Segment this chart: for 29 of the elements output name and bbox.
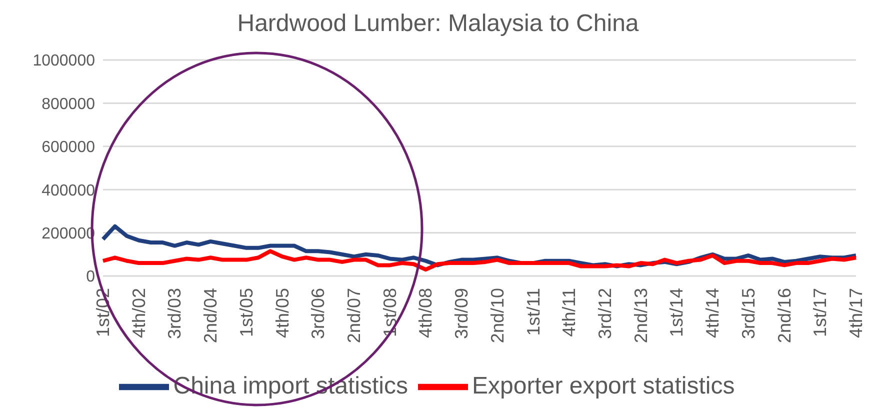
x-tick-label: 1st/08 — [380, 288, 400, 338]
x-tick-label: 1st/05 — [236, 288, 256, 338]
chart-title: Hardwood Lumber: Malaysia to China — [236, 10, 640, 38]
x-tick-label: 3rd/12 — [595, 288, 615, 340]
legend-label: Exporter export statistics — [472, 372, 735, 400]
x-tick-label: 4th/14 — [702, 288, 723, 338]
x-tick-label: 2nd/10 — [487, 288, 508, 344]
x-tick-label: 4th/08 — [416, 288, 436, 338]
y-tick-label: 400000 — [42, 182, 96, 200]
x-tick-label: 2nd/13 — [630, 288, 651, 344]
x-tick-label: 4th/17 — [846, 288, 866, 338]
x-tick-label: 2nd/07 — [344, 288, 364, 344]
x-tick-label: 3rd/09 — [452, 288, 472, 340]
x-tick-label: 3rd/03 — [164, 288, 185, 340]
x-tick-label: 3rd/15 — [738, 288, 758, 340]
x-tick-label: 4th/11 — [559, 288, 580, 337]
y-tick-label: 0 — [86, 268, 96, 286]
x-tick-label: 3rd/06 — [308, 288, 328, 340]
x-tick-label: 4th/05 — [272, 288, 292, 338]
x-tick-label: 2nd/16 — [774, 288, 794, 344]
x-tick-label: 1st/17 — [810, 288, 830, 338]
x-tick-label: 2nd/04 — [200, 288, 221, 344]
x-tick-label: 1st/11 — [523, 288, 544, 336]
x-tick-label: 4th/02 — [128, 288, 149, 338]
y-tick-label: 1000000 — [32, 52, 96, 70]
x-tick-label: 1st/14 — [666, 288, 687, 338]
y-tick-label: 600000 — [42, 139, 96, 156]
line-series — [101, 249, 858, 272]
y-tick-label: 800000 — [42, 96, 96, 113]
